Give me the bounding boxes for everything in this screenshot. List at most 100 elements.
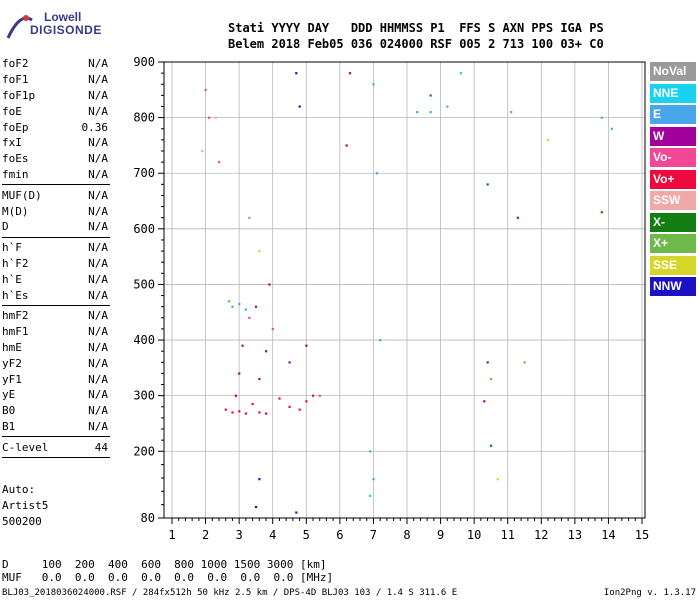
header-line-2: Belem 2018 Feb05 036 024000 RSF 005 2 71…	[228, 37, 604, 51]
param-row-fmin: fmin N/A	[2, 167, 110, 183]
param-value: N/A	[88, 104, 108, 118]
data-point-vo-	[271, 327, 274, 331]
param-value: N/A	[88, 288, 108, 302]
param-row-clevel: C-level 44	[2, 439, 110, 455]
param-group-critical-freq: foF2 N/A foF1 N/A foF1p N/A foE N/A foEp 0.36 fxI N…	[2, 56, 110, 182]
param-value: N/A	[88, 256, 108, 270]
data-point-w	[241, 344, 244, 347]
data-point-vo-	[258, 411, 261, 414]
param-value: N/A	[88, 325, 108, 339]
data-point-w	[516, 216, 519, 219]
data-point-e	[231, 305, 234, 308]
y-tick-label: 600	[133, 222, 155, 236]
param-group-muf: MUF(D) N/A M(D) N/A D N/A	[2, 187, 110, 234]
param-value: N/A	[88, 388, 108, 402]
data-point-ssw	[214, 116, 217, 119]
param-row-foes: foEs N/A	[2, 151, 110, 167]
data-point-vo-	[204, 88, 207, 92]
x-tick-label: 2	[202, 528, 209, 542]
y-tick-label: 200	[133, 444, 155, 458]
x-tick-label: 15	[635, 528, 649, 542]
param-label: hmF1	[2, 325, 29, 339]
data-point-x-	[523, 361, 526, 364]
param-row-hf: h`F N/A	[2, 240, 110, 256]
param-value: N/A	[88, 241, 108, 255]
x-tick-label: 10	[467, 528, 481, 542]
param-label: fxI	[2, 136, 22, 150]
data-point-vo-	[248, 316, 251, 320]
legend-item-noval: NoVal	[650, 62, 696, 81]
data-point-e	[372, 83, 375, 86]
y-tick-label: 400	[133, 333, 155, 347]
param-row-hme: hmE N/A	[2, 340, 110, 356]
data-point-e	[416, 111, 419, 114]
plot-grid	[164, 62, 645, 518]
param-label: yF2	[2, 356, 22, 370]
y-tick-label: 500	[133, 277, 155, 291]
data-point-e	[610, 127, 613, 130]
param-label: yE	[2, 388, 16, 402]
param-label: foF1p	[2, 88, 36, 102]
data-point-w	[288, 361, 291, 364]
x-tick-label: 4	[269, 528, 276, 542]
logo-text-digisonde: DIGISONDE	[30, 23, 102, 37]
data-point-vo-	[224, 408, 227, 411]
x-tick-label: 5	[303, 528, 310, 542]
param-label: C-level	[2, 440, 49, 454]
param-row-b0: B0 N/A	[2, 403, 110, 419]
param-row-b1: B1 N/A	[2, 419, 110, 435]
data-point-sse	[496, 478, 499, 481]
param-label: h`F2	[2, 256, 29, 270]
param-label: yF1	[2, 372, 22, 386]
param-label: M(D)	[2, 204, 29, 218]
data-point-e	[600, 116, 603, 119]
data-point-e	[238, 302, 241, 306]
data-point-vo-	[218, 161, 221, 164]
data-point-vo-	[231, 411, 234, 414]
data-point-w	[234, 394, 237, 397]
param-value: N/A	[88, 272, 108, 286]
digisonde-logo: Lowell DIGISONDE	[4, 6, 124, 46]
x-tick-label: 11	[500, 528, 514, 542]
param-row-he: h`E N/A	[2, 271, 110, 287]
auto-version: 500200	[2, 515, 42, 528]
data-point-x-	[228, 300, 231, 303]
param-row-ye: yE N/A	[2, 387, 110, 403]
logo-mark-icon	[6, 15, 33, 39]
data-point-w	[483, 400, 486, 403]
plot-frame	[163, 61, 646, 519]
divider	[2, 236, 110, 238]
x-tick-label: 8	[403, 528, 410, 542]
param-label: B0	[2, 404, 16, 418]
y-tick-label: 80	[141, 511, 155, 525]
param-label: MUF(D)	[2, 188, 42, 202]
legend-item-e: E	[650, 105, 696, 124]
param-value: N/A	[88, 356, 108, 370]
data-point-sse	[547, 138, 550, 142]
param-label: foE	[2, 104, 22, 118]
param-label: D	[2, 220, 9, 234]
y-tick-label: 900	[133, 55, 155, 69]
legend-item-vo-: Vo-	[650, 148, 696, 167]
data-point-e	[244, 308, 248, 311]
data-point-ssw	[201, 149, 204, 153]
param-label: fmin	[2, 167, 29, 181]
data-point-vo-	[238, 410, 241, 413]
data-point-noval	[510, 111, 513, 114]
param-row-d: D N/A	[2, 219, 110, 235]
data-point-e	[379, 339, 382, 342]
data-point-vo-	[244, 412, 248, 415]
data-point-w	[238, 372, 241, 375]
param-value: N/A	[88, 419, 108, 433]
x-tick-label: 12	[534, 528, 548, 542]
param-group-virtual-heights: h`F N/A h`F2 N/A h`E N/A h`Es N/A	[2, 240, 110, 303]
legend-item-sse: SSE	[650, 255, 696, 275]
legend-item-nnw: NNW	[650, 277, 696, 296]
distance-row: D 100 200 400 600 800 1000 1500 3000 [km…	[2, 558, 327, 571]
data-point-e	[429, 111, 432, 114]
data-point-noval	[248, 216, 251, 219]
param-value: N/A	[88, 152, 108, 166]
param-value: 0.36	[81, 120, 109, 134]
divider	[2, 436, 110, 438]
data-point-nne	[369, 494, 372, 497]
